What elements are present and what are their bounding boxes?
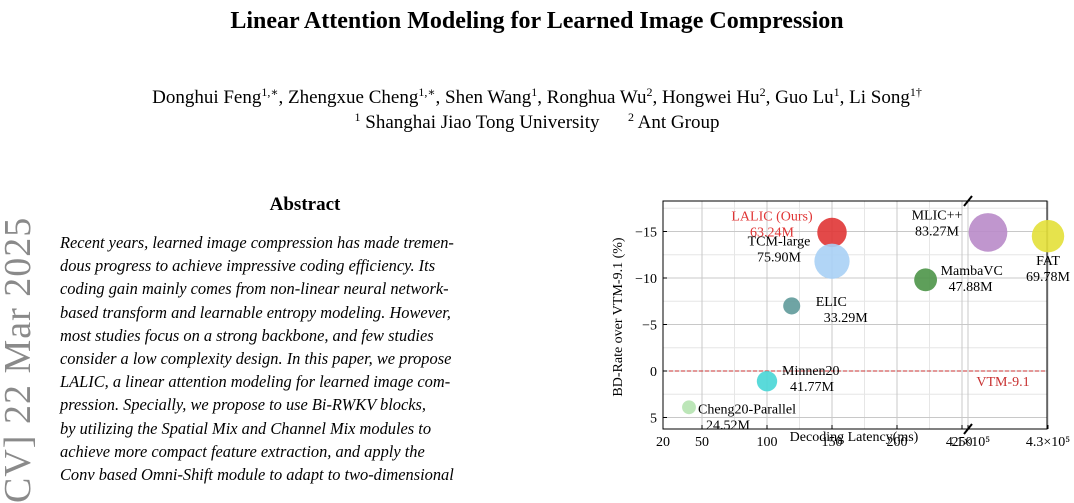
author-name: Ronghua Wu bbox=[546, 87, 647, 108]
data-point bbox=[814, 243, 850, 279]
chart-border bbox=[662, 200, 1048, 430]
affiliation-number: 2 bbox=[627, 110, 634, 124]
author-name: Donghui Feng bbox=[152, 87, 262, 108]
paper-title: Linear Attention Modeling for Learned Im… bbox=[230, 8, 844, 34]
abstract-line: coding gain mainly comes from non-linear… bbox=[60, 279, 449, 299]
x-axis-label: Decoding Latency(ms) bbox=[790, 430, 919, 445]
point-params-label: 75.90M bbox=[757, 250, 802, 265]
abstract-line: Conv based Omni-Shift module to adapt to… bbox=[60, 465, 454, 484]
chart-frame bbox=[662, 195, 1048, 435]
abstract-line: Recent years, learned image compression … bbox=[60, 233, 454, 252]
abstract-line: pression. Specially, we propose to use B… bbox=[60, 395, 427, 415]
axis-break-mark bbox=[963, 195, 973, 207]
affiliation-name: Shanghai Jiao Tong University bbox=[360, 112, 600, 133]
y-tick-label: 0 bbox=[650, 365, 657, 380]
x-tick-label: 4.3×10⁵ bbox=[1026, 435, 1070, 450]
point-label: ELIC bbox=[816, 295, 847, 310]
affiliation-name: Ant Group bbox=[633, 112, 720, 133]
author-mark: 2 bbox=[759, 85, 766, 99]
point-params-label: 69.78M bbox=[1026, 270, 1071, 285]
point-params-label: 83.27M bbox=[915, 224, 960, 239]
point-label: MambaVC bbox=[941, 264, 1003, 279]
abstract-line: dous progress to achieve impressive codi… bbox=[60, 256, 436, 276]
abstract-line: by utilizing the Spatial Mix and Channel… bbox=[60, 418, 432, 438]
abstract-line: LALIC, a linear attention modeling for l… bbox=[60, 372, 451, 392]
x-tick-label: 50 bbox=[695, 435, 709, 450]
abstract-line: based transform and learnable entropy mo… bbox=[60, 302, 451, 322]
vtm-reference-line: VTM-9.1 bbox=[663, 370, 1047, 390]
reference-line-label: VTM-9.1 bbox=[976, 375, 1029, 390]
author-name: Shen Wang bbox=[445, 87, 532, 108]
abstract-heading: Abstract bbox=[269, 194, 341, 215]
point-params-label: 41.77M bbox=[790, 380, 835, 395]
abstract-line: consider a low complexity design. In thi… bbox=[60, 349, 452, 368]
y-axis-label: BD-Rate over VTM-9.1 (%) bbox=[611, 237, 626, 396]
data-point bbox=[817, 217, 847, 248]
y-tick-label: −15 bbox=[635, 226, 657, 241]
x-tick-label: 100 bbox=[757, 435, 778, 450]
data-point bbox=[756, 371, 778, 392]
x-tick-label: 4.1×10⁵ bbox=[946, 435, 990, 450]
data-point bbox=[783, 297, 801, 315]
point-params-label: 33.29M bbox=[824, 311, 869, 326]
author-name: Guo Lu bbox=[775, 87, 834, 108]
point-params-label: 63.24M bbox=[750, 225, 795, 240]
affiliation-list: 1 Shanghai Jiao Tong University 2 Ant Gr… bbox=[0, 111, 1074, 135]
point-label: TCM-large bbox=[748, 234, 811, 249]
x-tick-label: 20 bbox=[656, 435, 670, 450]
point-label: FAT bbox=[1036, 254, 1060, 269]
author-mark: 1 bbox=[531, 85, 538, 99]
author-list: Donghui Feng1,∗, Zhengxue Cheng1,∗, Shen… bbox=[152, 85, 922, 108]
x-tick-label: 250 bbox=[952, 435, 973, 450]
point-label: Cheng20-Parallel bbox=[698, 402, 796, 417]
point-label: Minnen20 bbox=[782, 364, 840, 379]
x-tick-label: 150 bbox=[822, 435, 843, 450]
abstract-line: achieve more compact feature extraction,… bbox=[60, 441, 425, 461]
point-label: LALIC (Ours) bbox=[731, 209, 813, 224]
author-name: Li Song bbox=[849, 87, 910, 108]
data-point bbox=[968, 213, 1008, 252]
author-mark: 1,∗ bbox=[261, 85, 279, 99]
author-name: Zhengxue Cheng bbox=[288, 87, 419, 108]
author-mark: 1† bbox=[909, 85, 922, 99]
x-tick-label: 200 bbox=[887, 435, 908, 450]
author-name: Hongwei Hu bbox=[661, 87, 760, 108]
y-tick-label: −5 bbox=[642, 319, 657, 334]
author-mark: 1 bbox=[833, 85, 840, 99]
chart-points bbox=[682, 213, 1065, 415]
y-tick-label: −10 bbox=[635, 272, 657, 287]
point-label: MLIC++ bbox=[912, 208, 963, 223]
y-tick-label: 5 bbox=[650, 412, 657, 427]
point-params-label: 47.88M bbox=[949, 280, 994, 295]
point-params-label: 24.52M bbox=[706, 418, 751, 433]
data-point bbox=[1031, 219, 1065, 253]
data-point bbox=[914, 268, 938, 292]
data-point bbox=[682, 400, 696, 415]
abstract-line: most studies focus on a strong backbone,… bbox=[60, 325, 434, 345]
affiliation-number: 1 bbox=[354, 110, 361, 124]
author-mark: 2 bbox=[646, 85, 653, 99]
author-mark: 1,∗ bbox=[418, 85, 436, 99]
